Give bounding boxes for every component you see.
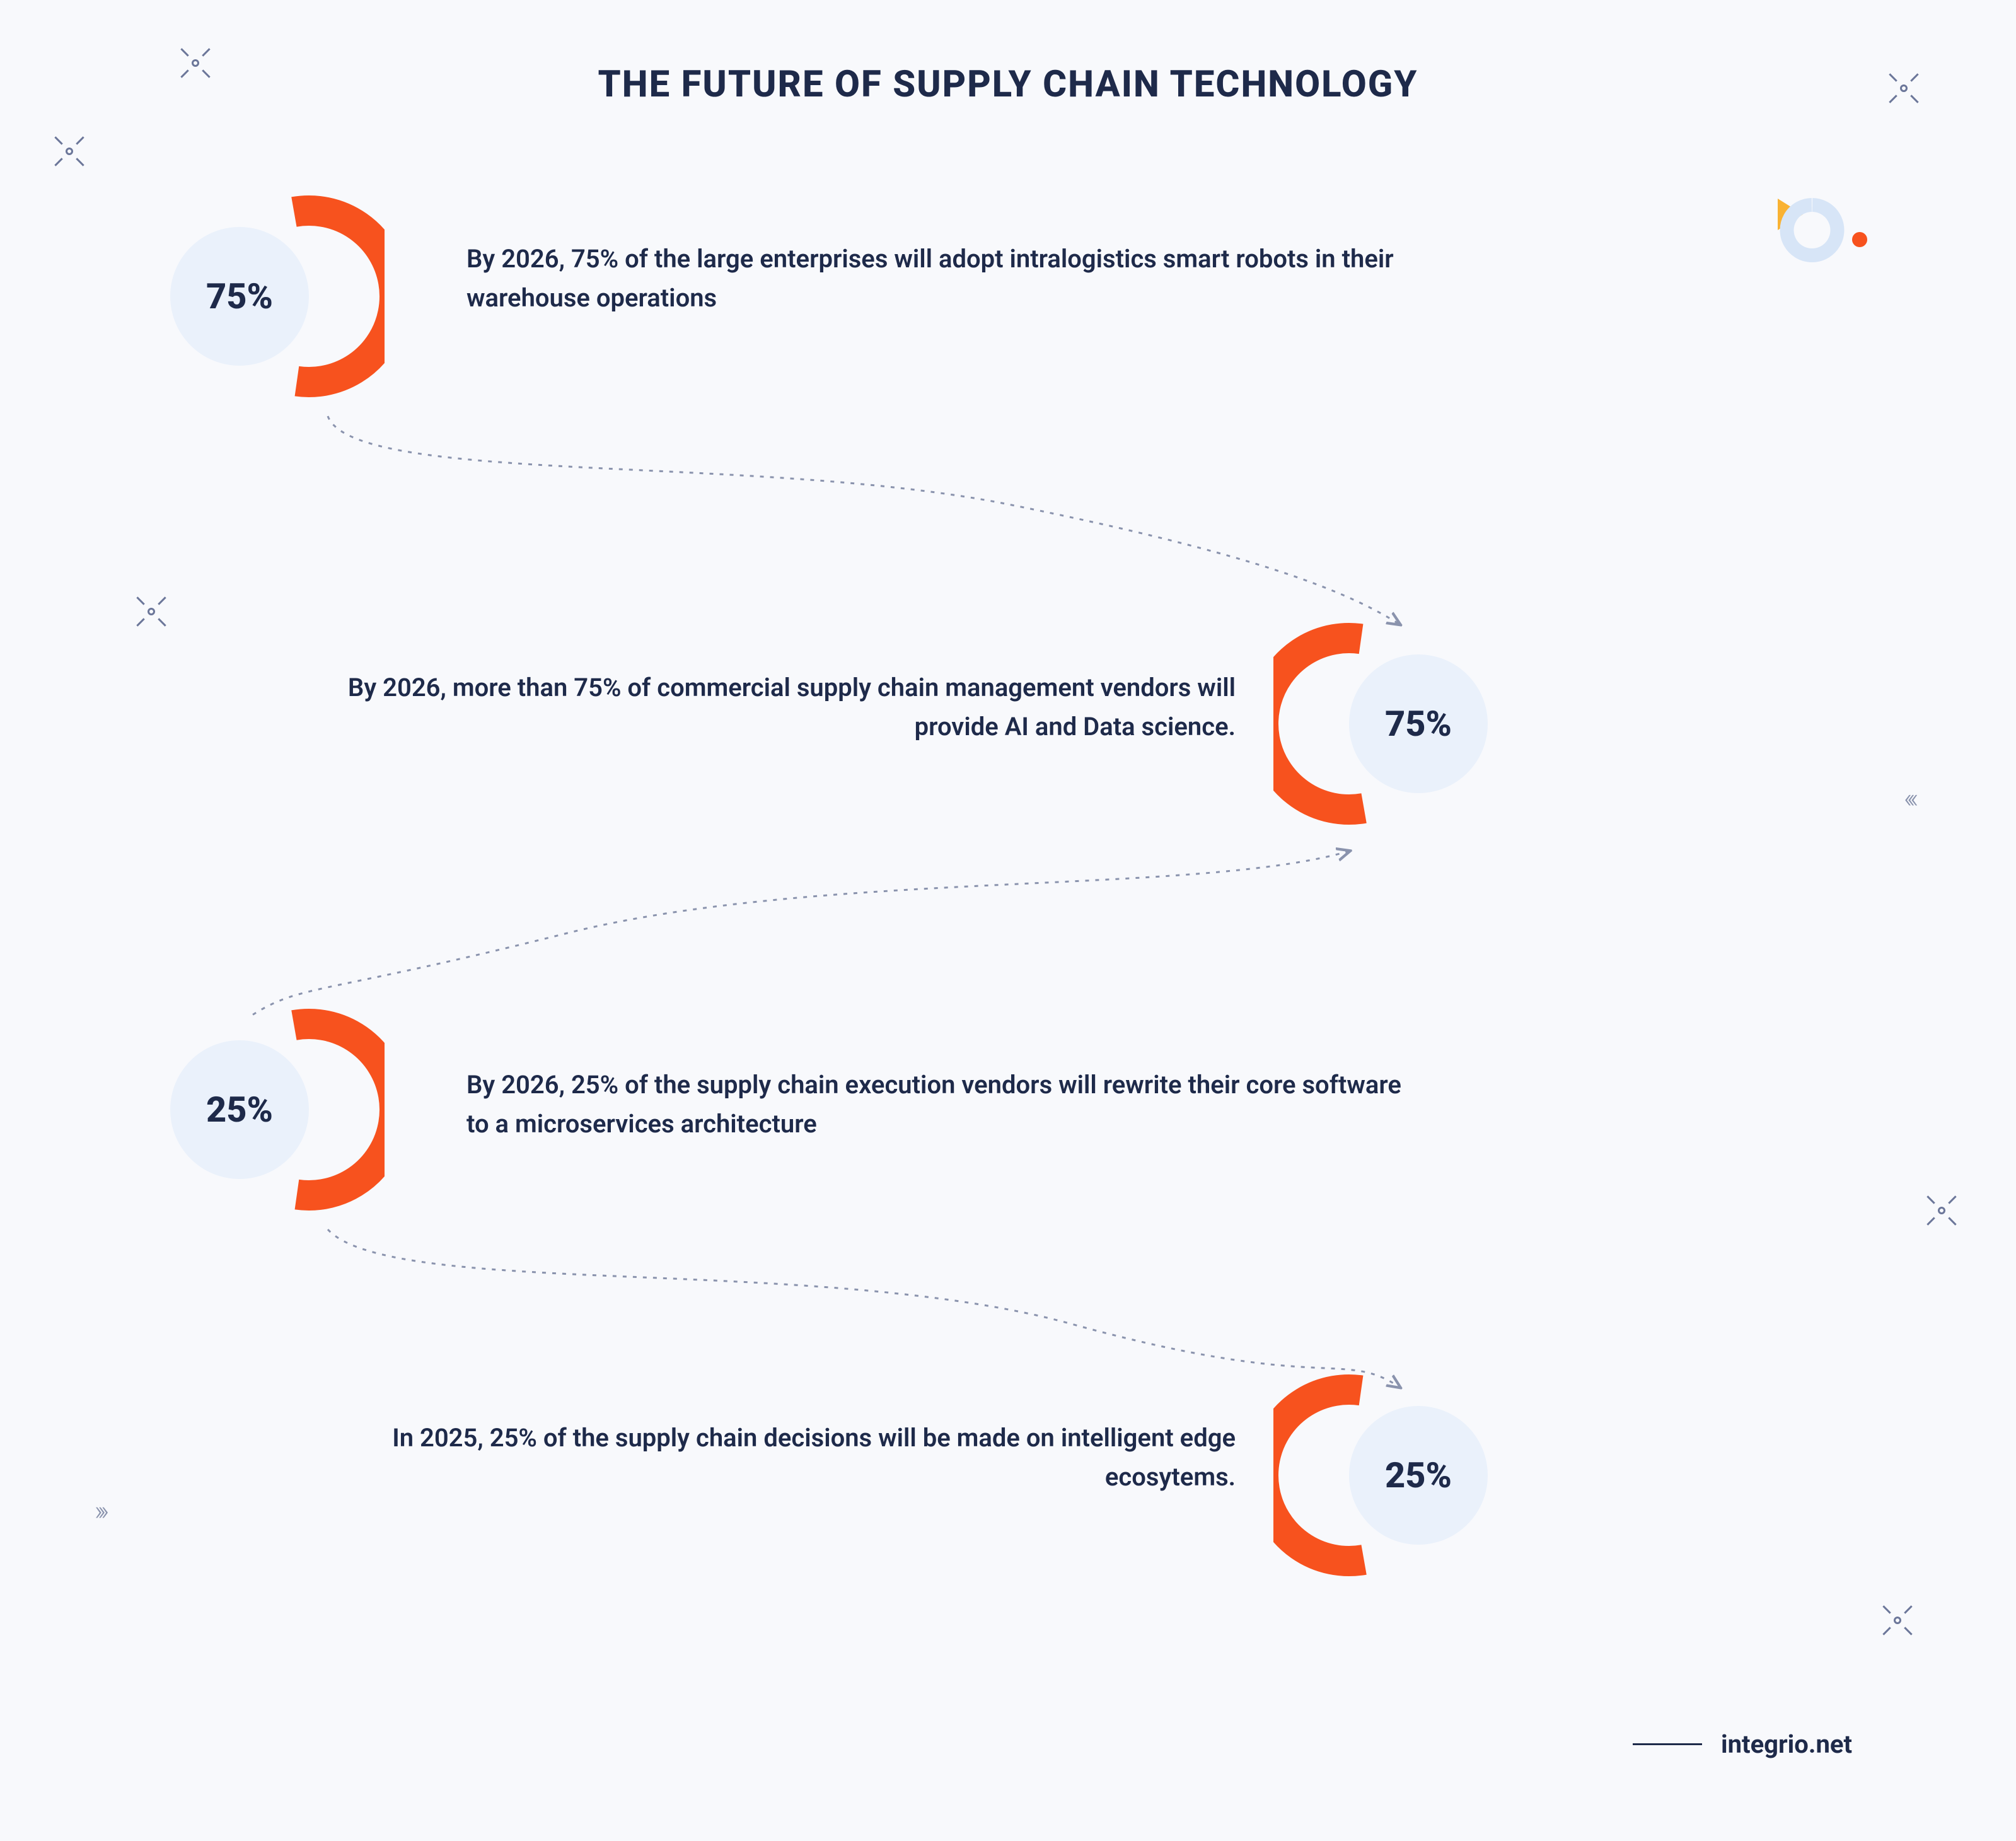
sparkle-icon bbox=[1872, 1595, 1923, 1646]
connector-1 bbox=[328, 416, 1399, 624]
footer: integrio.net bbox=[1633, 1729, 1852, 1759]
stat-text-4: In 2025, 25% of the supply chain decisio… bbox=[303, 1419, 1236, 1497]
gauge-pct-label: 25% bbox=[1385, 1455, 1452, 1496]
sparkle-icon bbox=[1879, 63, 1929, 113]
chevrons-right-icon: ››› bbox=[95, 1494, 104, 1527]
gauge-3: 25% bbox=[158, 996, 385, 1223]
connector-3 bbox=[328, 1229, 1399, 1387]
sparkle-icon bbox=[44, 126, 95, 177]
sparkle-icon bbox=[1916, 1185, 1967, 1236]
sparkle-icon bbox=[126, 586, 177, 637]
footer-brand: integrio.net bbox=[1721, 1729, 1852, 1759]
gauge-inner-circle: 25% bbox=[1349, 1406, 1488, 1545]
sparkle-icon bbox=[170, 38, 221, 88]
gauge-inner-circle: 75% bbox=[1349, 654, 1488, 793]
gauge-pct-label: 75% bbox=[1385, 703, 1452, 745]
footer-line bbox=[1633, 1743, 1702, 1745]
stat-text-3: By 2026, 25% of the supply chain executi… bbox=[466, 1066, 1412, 1144]
stat-text-2: By 2026, more than 75% of commercial sup… bbox=[303, 668, 1236, 746]
connector-2 bbox=[252, 851, 1349, 1015]
gauge-4: 25% bbox=[1273, 1362, 1500, 1589]
gauge-inner-circle: 75% bbox=[170, 227, 309, 366]
gauge-1: 75% bbox=[158, 183, 385, 410]
logo-decoration bbox=[1765, 189, 1879, 265]
stat-text-1: By 2026, 75% of the large enterprises wi… bbox=[466, 240, 1412, 318]
infographic-canvas: THE FUTURE OF SUPPLY CHAIN TECHNOLOGY in… bbox=[0, 0, 2016, 1841]
gauge-2: 75% bbox=[1273, 610, 1500, 837]
chevrons-left-icon: ‹‹‹ bbox=[1904, 782, 1913, 815]
page-title: THE FUTURE OF SUPPLY CHAIN TECHNOLOGY bbox=[598, 63, 1418, 106]
gauge-pct-label: 25% bbox=[206, 1089, 273, 1130]
gauge-pct-label: 75% bbox=[206, 276, 273, 317]
gauge-inner-circle: 25% bbox=[170, 1040, 309, 1179]
